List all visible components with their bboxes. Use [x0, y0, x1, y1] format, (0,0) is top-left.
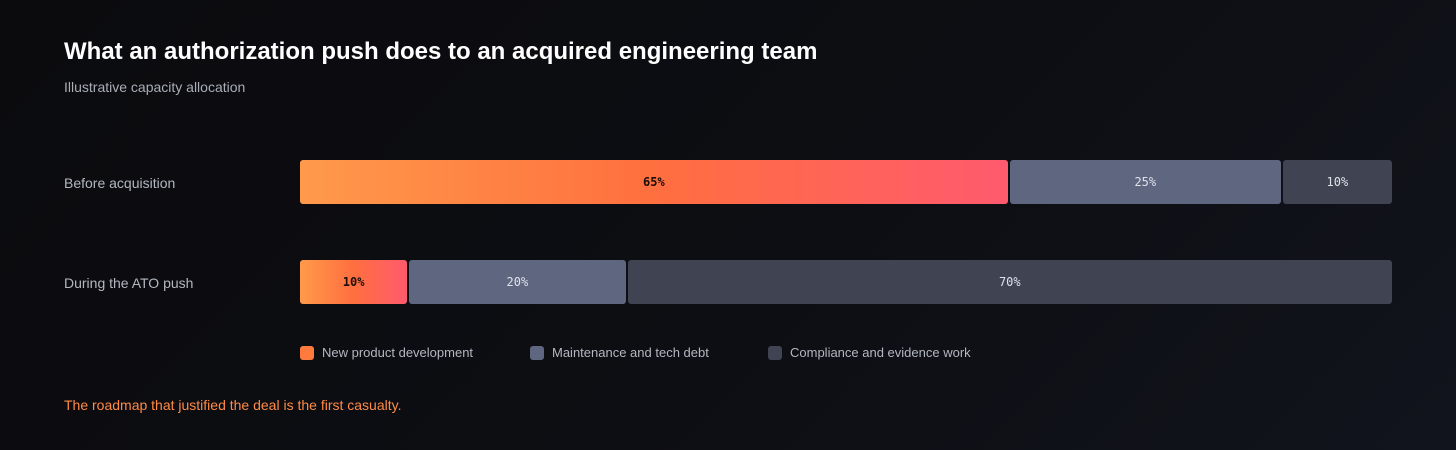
legend-swatch-maintenance-and-tech-debt	[530, 345, 544, 360]
stacked-bar-before-acquisition: 65% 25% 10%	[300, 160, 1392, 204]
legend-label-maintenance-and-tech-debt: Maintenance and tech debt	[552, 345, 709, 360]
data-label-during-the-ato-push-compliance-and-evidence-work: 70%	[998, 275, 1021, 289]
data-label-before-acquisition-maintenance-and-tech-debt: 25%	[1134, 175, 1157, 189]
bar-segment-before-acquisition-maintenance-and-tech-debt: 25%	[1009, 160, 1281, 204]
category-label-during-ato-push: During the ATO push	[64, 275, 194, 291]
bar-segment-during-the-ato-push-new-product-development: 10%	[300, 260, 408, 304]
data-label-before-acquisition-compliance-and-evidence-work: 10%	[1326, 175, 1349, 189]
data-label-during-the-ato-push-maintenance-and-tech-debt: 20%	[506, 275, 529, 289]
chart-annotation: The roadmap that justified the deal is t…	[64, 397, 402, 413]
legend-swatch-compliance-and-evidence-work	[768, 345, 782, 360]
bar-segment-during-the-ato-push-compliance-and-evidence-work: 70%	[627, 260, 1392, 304]
legend-item-maintenance-and-tech-debt: Maintenance and tech debt	[530, 345, 709, 360]
bar-segment-before-acquisition-compliance-and-evidence-work: 10%	[1282, 160, 1392, 204]
legend-label-new-product-development: New product development	[322, 345, 474, 360]
legend-item-compliance-and-evidence-work: Compliance and evidence work	[768, 345, 971, 360]
chart-title: What an authorization push does to an ac…	[64, 38, 818, 65]
bar-segment-before-acquisition-new-product-development: 65%	[300, 160, 1008, 204]
bar-segment-during-the-ato-push-maintenance-and-tech-debt: 20%	[409, 260, 626, 304]
category-label-before-acquisition: Before acquisition	[64, 175, 176, 191]
chart-subtitle: Illustrative capacity allocation	[64, 79, 246, 95]
legend-swatch-new-product-development	[300, 345, 314, 360]
legend-item-new-product-development: New product development	[300, 345, 473, 360]
stacked-bar-during-ato-push: 10% 20% 70%	[300, 260, 1392, 304]
legend: New product development Maintenance and …	[300, 345, 1300, 361]
data-label-before-acquisition-new-product-development: 65%	[643, 175, 665, 189]
data-label-during-the-ato-push-new-product-development: 10%	[342, 275, 365, 289]
legend-label-compliance-and-evidence-work: Compliance and evidence work	[790, 345, 971, 360]
